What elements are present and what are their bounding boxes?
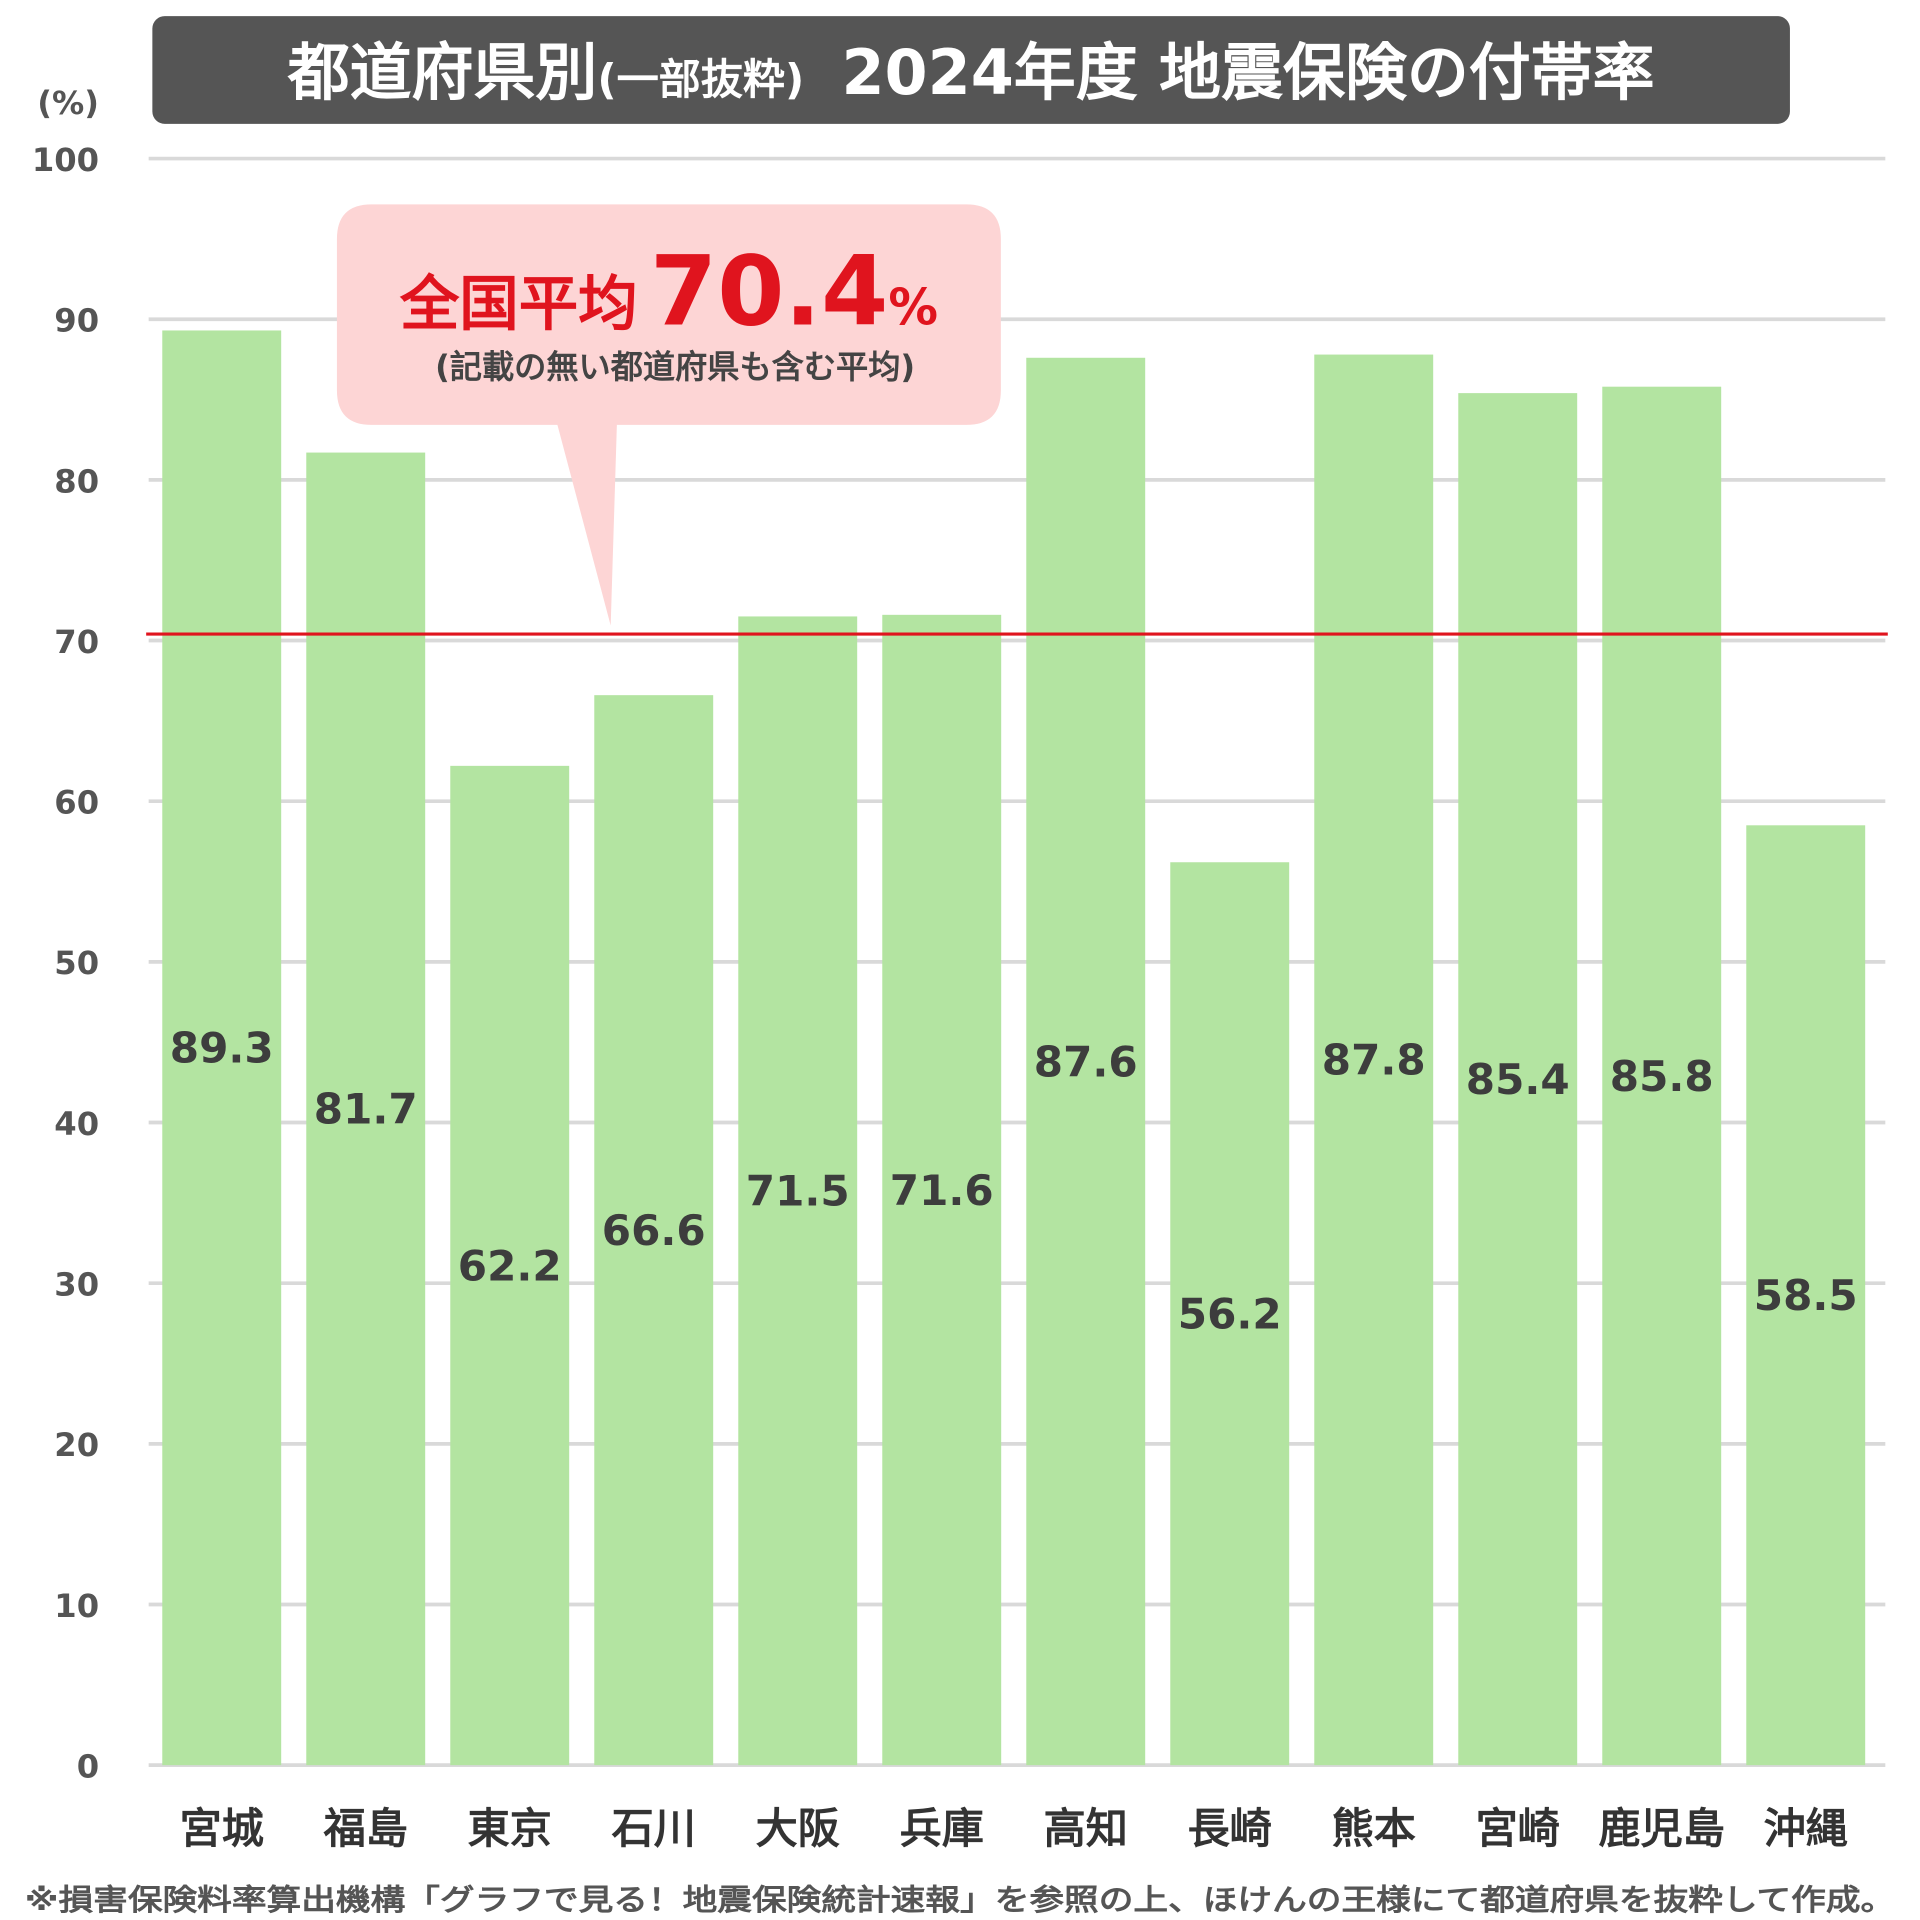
y-tick-label: 100 (32, 141, 99, 179)
data-label: 71.6 (890, 1166, 994, 1215)
callout-bubble (336, 204, 1001, 626)
bar (738, 616, 858, 1766)
y-tick-label: 20 (54, 1426, 99, 1464)
bar (594, 695, 714, 1766)
footnote: ※損害保険料率算出機構「グラフで見る！地震保険統計速報」を参照の上、ほけんの王様… (25, 1883, 1895, 1918)
data-labels: 89.3 81.7 62.2 66.6 71.5 71.6 87.6 56.2 87.8 85.4… (170, 1024, 1858, 1339)
average-callout: 全国平均 70.4% (記載の無い都道府県も含む平均) (336, 204, 1001, 626)
y-tick-label: 60 (54, 784, 99, 822)
title-sub: (一部抜粋) (597, 55, 804, 104)
bar (1314, 354, 1434, 1766)
x-tick-label: 兵庫 (900, 1804, 984, 1853)
title-main: 2024年度 地震保険の付帯率 (841, 37, 1654, 109)
callout-headline: 全国平均 70.4% (399, 235, 938, 348)
x-axis-labels: 宮城 福島 東京 石川 大阪 兵庫 高知 長崎 熊本 宮崎 鹿児島 沖縄 (180, 1804, 1848, 1853)
x-tick-label: 宮崎 (1476, 1804, 1560, 1853)
bar (162, 330, 282, 1766)
y-axis-ticks: 0 10 20 30 40 50 60 70 80 90 100 (32, 141, 99, 1786)
title-banner: 都道府県別(一部抜粋) 2024年度 地震保険の付帯率 (152, 16, 1790, 124)
bar (1458, 393, 1578, 1766)
data-label: 66.6 (602, 1206, 706, 1255)
x-tick-label: 熊本 (1332, 1804, 1416, 1853)
average-value: 70.4 (650, 235, 888, 348)
data-label: 85.4 (1466, 1055, 1570, 1104)
data-label: 56.2 (1178, 1290, 1282, 1339)
bar (306, 452, 426, 1766)
data-label: 81.7 (314, 1085, 418, 1134)
x-tick-label: 大阪 (756, 1804, 840, 1853)
y-tick-label: 10 (54, 1587, 99, 1625)
bars (162, 330, 1866, 1766)
x-tick-label: 沖縄 (1764, 1804, 1848, 1853)
x-tick-label: 東京 (468, 1804, 552, 1853)
x-tick-label: 宮城 (180, 1804, 264, 1853)
y-tick-label: 80 (54, 462, 99, 500)
y-tick-label: 70 (54, 623, 99, 661)
data-label: 87.6 (1034, 1037, 1138, 1086)
x-tick-label: 高知 (1044, 1804, 1128, 1853)
y-tick-label: 30 (54, 1266, 99, 1304)
title-prefix: 都道府県別 (287, 37, 598, 109)
data-label: 89.3 (170, 1024, 274, 1073)
x-tick-label: 長崎 (1188, 1804, 1272, 1853)
data-label: 87.8 (1322, 1036, 1426, 1085)
y-tick-label: 0 (77, 1748, 99, 1786)
data-label: 85.8 (1610, 1052, 1714, 1101)
grid-lines (148, 156, 1886, 1768)
data-label: 62.2 (458, 1241, 562, 1290)
y-tick-label: 50 (54, 944, 99, 982)
chart-title: 都道府県別(一部抜粋) 2024年度 地震保険の付帯率 (287, 37, 1655, 109)
x-tick-label: 鹿児島 (1599, 1804, 1725, 1853)
y-tick-label: 40 (54, 1105, 99, 1143)
y-tick-label: 90 (54, 302, 99, 340)
title-background (152, 16, 1790, 124)
x-tick-label: 福島 (323, 1804, 408, 1853)
data-label: 71.5 (746, 1167, 850, 1216)
callout-note: (記載の無い都道府県も含む平均) (435, 348, 915, 386)
x-tick-label: 石川 (612, 1804, 696, 1853)
bar (1170, 862, 1290, 1766)
data-label: 58.5 (1754, 1271, 1858, 1320)
bar (1746, 825, 1866, 1766)
bar (1026, 357, 1146, 1766)
bar (450, 765, 570, 1766)
bar (1602, 386, 1722, 1766)
y-axis-unit: (%) (37, 84, 99, 122)
bar (882, 614, 1002, 1766)
average-label: 全国平均 (399, 271, 638, 340)
average-unit: % (888, 279, 938, 337)
